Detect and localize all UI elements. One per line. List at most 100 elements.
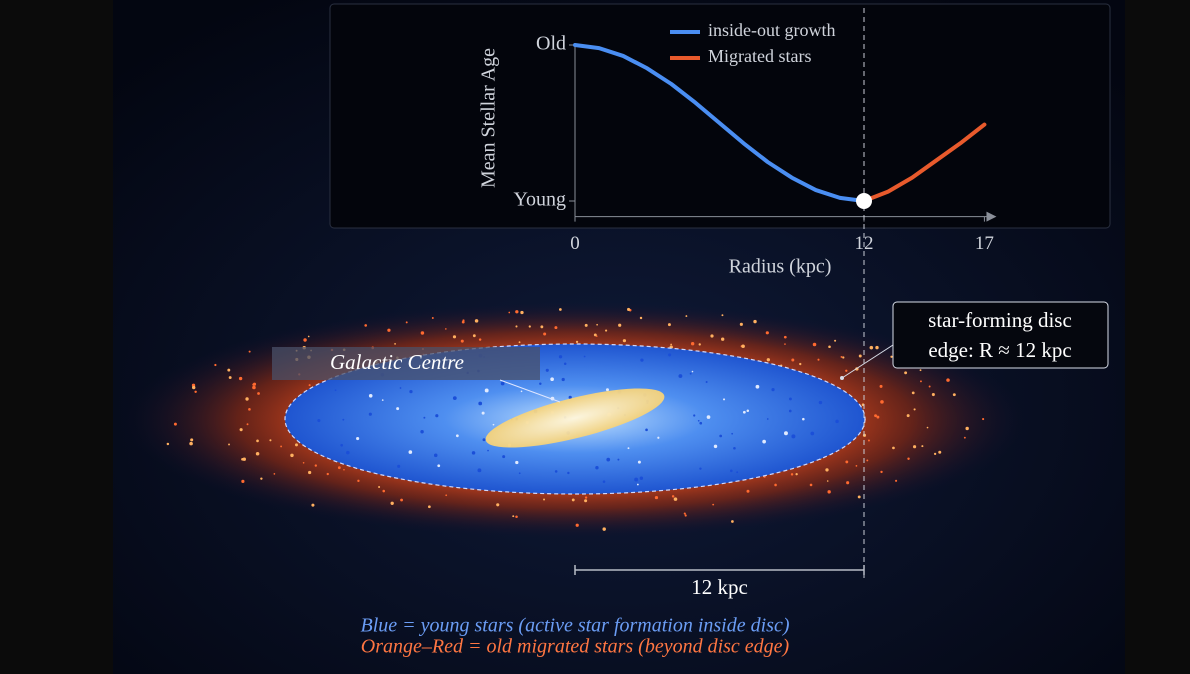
scale-bar-label: 12 kpc — [691, 575, 748, 599]
star — [879, 384, 883, 388]
star — [645, 428, 648, 432]
star — [596, 323, 598, 326]
star — [257, 392, 260, 395]
star — [435, 414, 439, 418]
star — [783, 431, 788, 436]
star — [303, 338, 307, 342]
star — [673, 497, 678, 501]
star — [520, 310, 524, 315]
star — [397, 464, 401, 468]
star — [845, 369, 848, 372]
star — [719, 434, 723, 438]
star — [357, 479, 360, 483]
star — [290, 453, 294, 458]
star — [343, 468, 345, 471]
star — [368, 412, 372, 416]
star — [690, 341, 695, 346]
star — [314, 464, 317, 467]
star — [766, 418, 769, 420]
star — [617, 458, 620, 461]
star — [228, 443, 230, 446]
star — [731, 520, 734, 523]
star — [622, 339, 627, 343]
star — [606, 457, 611, 462]
star — [584, 499, 588, 503]
star — [239, 428, 243, 432]
star — [741, 344, 745, 349]
edge-leader-dot — [840, 376, 844, 380]
edge-label-box — [892, 301, 1109, 369]
star — [445, 494, 448, 497]
star — [248, 350, 251, 353]
star — [938, 450, 942, 454]
star — [252, 382, 257, 386]
star — [423, 416, 426, 419]
star — [784, 343, 786, 345]
star — [721, 314, 724, 317]
star — [670, 343, 673, 346]
star — [812, 342, 817, 347]
star — [671, 495, 675, 498]
star — [639, 316, 643, 320]
star — [575, 523, 579, 527]
star — [512, 515, 515, 518]
star — [356, 436, 360, 441]
star — [334, 389, 337, 392]
star — [420, 331, 425, 335]
star — [618, 323, 622, 327]
star — [810, 431, 815, 436]
star — [921, 445, 924, 448]
star — [487, 449, 489, 452]
star — [492, 423, 495, 426]
star — [867, 439, 870, 442]
star — [387, 328, 391, 332]
star — [584, 496, 588, 499]
star — [809, 483, 813, 487]
star — [568, 395, 572, 399]
star — [634, 477, 639, 482]
star — [928, 385, 931, 388]
star — [368, 393, 373, 398]
star — [340, 443, 343, 447]
star — [835, 419, 839, 424]
star — [317, 418, 321, 423]
star — [713, 444, 718, 449]
star — [866, 459, 869, 462]
star — [699, 421, 703, 425]
star — [874, 414, 878, 418]
star — [795, 473, 798, 476]
star — [834, 339, 837, 342]
star — [166, 442, 170, 446]
star — [712, 503, 715, 506]
star — [790, 473, 794, 476]
star — [326, 472, 329, 476]
star — [255, 451, 260, 456]
star — [550, 377, 554, 382]
centre-label-box — [272, 347, 540, 380]
star — [311, 503, 315, 507]
star — [474, 319, 479, 323]
star — [280, 445, 283, 448]
star — [515, 310, 519, 314]
star — [668, 353, 672, 357]
star — [684, 514, 687, 517]
star — [825, 468, 829, 472]
star — [875, 345, 879, 350]
star — [710, 334, 714, 338]
star — [788, 397, 792, 401]
star — [238, 376, 243, 381]
star — [952, 393, 956, 397]
star — [528, 325, 531, 328]
star — [484, 388, 489, 393]
star — [693, 414, 696, 417]
star — [273, 472, 276, 475]
star — [963, 436, 966, 439]
star — [685, 315, 688, 318]
star — [563, 362, 567, 365]
star — [543, 498, 546, 501]
star — [595, 466, 599, 470]
star — [826, 480, 829, 482]
y-axis-label: Mean Stellar Age — [478, 48, 500, 188]
star — [639, 476, 644, 480]
star — [667, 323, 671, 327]
